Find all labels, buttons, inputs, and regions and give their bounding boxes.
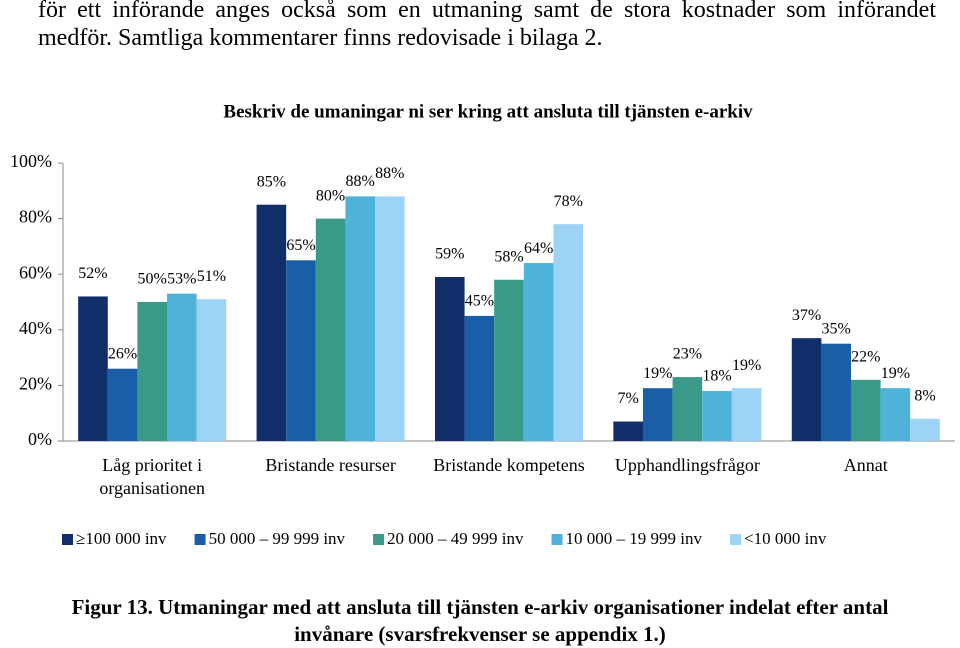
bar [78, 296, 108, 441]
x-tick-label: Upphandlingsfrågor [614, 455, 760, 475]
legend-swatch [194, 534, 206, 545]
y-tick-label: 40% [19, 318, 52, 338]
data-label: 78% [554, 193, 583, 210]
data-label: 65% [286, 237, 315, 254]
legend-label: ≥100 000 inv [76, 529, 167, 548]
bar [613, 421, 643, 441]
bar [464, 315, 495, 441]
data-label: 80% [316, 187, 345, 204]
data-label: 53% [167, 270, 196, 287]
legend-label: <10 000 inv [744, 529, 827, 548]
y-tick-label: 80% [19, 207, 52, 227]
data-label: 23% [673, 346, 702, 363]
bar [375, 196, 405, 441]
bar [196, 299, 227, 441]
bar [286, 260, 316, 441]
bar [137, 302, 168, 441]
caption: Figur 13. Utmaningar med att ansluta til… [71, 595, 889, 646]
bar [553, 224, 584, 441]
bar [107, 368, 138, 441]
data-label: 58% [494, 248, 523, 265]
bar [672, 377, 703, 441]
bar [494, 279, 524, 441]
legend-swatch [373, 534, 385, 545]
data-label: 19% [732, 357, 761, 374]
bar [702, 390, 732, 441]
legend-swatch [730, 534, 742, 545]
data-label: 26% [108, 345, 137, 362]
data-label: 85% [257, 173, 286, 190]
data-label: 18% [702, 368, 731, 385]
data-label: 22% [851, 349, 880, 366]
data-label: 37% [792, 307, 821, 324]
bar [910, 418, 940, 441]
legend-label: 50 000 – 99 999 inv [209, 529, 346, 548]
bar [167, 293, 197, 441]
legend-label: 10 000 – 19 999 inv [566, 529, 703, 548]
bar [315, 218, 346, 441]
legend-label: 20 000 – 49 999 inv [387, 529, 524, 548]
bar [850, 379, 881, 441]
bar [642, 388, 673, 441]
data-label: 59% [435, 246, 464, 263]
y-tick-label: 20% [19, 374, 52, 394]
data-label: 7% [618, 390, 639, 407]
body-text: för ett införande anges också som en utm… [38, 0, 936, 51]
bar [731, 388, 762, 441]
y-tick-label: 100% [10, 151, 52, 171]
x-tick-label: Bristande kompetens [433, 455, 585, 475]
x-tick-label: Bristande resurser [265, 455, 396, 475]
bar [523, 263, 554, 441]
bar [434, 276, 465, 441]
y-tick-label: 0% [28, 429, 52, 449]
data-label: 64% [524, 240, 553, 257]
data-label: 51% [197, 268, 226, 285]
bar [256, 204, 287, 441]
data-label: 19% [643, 365, 672, 382]
bar [821, 343, 851, 441]
chart-title: Beskriv de umaningar ni ser kring att an… [223, 101, 753, 122]
data-label: 19% [881, 365, 910, 382]
data-label: 45% [465, 293, 494, 310]
data-label: 50% [138, 271, 167, 288]
bar [791, 338, 822, 441]
x-tick-label: Låg prioritet i organisationen [99, 455, 206, 498]
bar [345, 196, 376, 441]
y-tick-label: 60% [19, 262, 52, 282]
x-tick-label: Annat [843, 455, 888, 475]
bar [880, 388, 911, 441]
data-label: 52% [78, 265, 107, 282]
legend-swatch [62, 534, 73, 545]
data-label: 8% [914, 387, 935, 404]
data-label: 35% [822, 320, 851, 337]
data-label: 88% [375, 165, 404, 182]
legend-swatch [551, 534, 563, 545]
data-label: 88% [346, 173, 375, 190]
